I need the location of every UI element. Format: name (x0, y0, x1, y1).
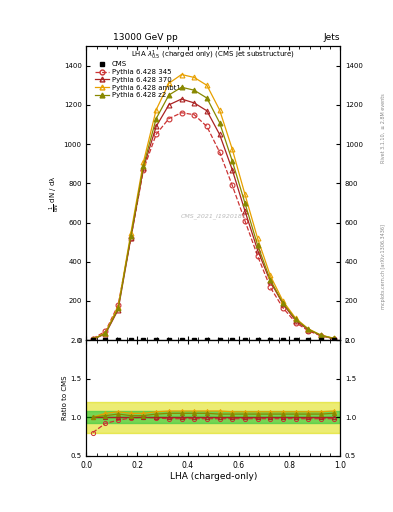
Y-axis label: Ratio to CMS: Ratio to CMS (62, 376, 68, 420)
Text: mcplots.cern.ch [arXiv:1306.3436]: mcplots.cern.ch [arXiv:1306.3436] (381, 224, 386, 309)
Text: Rivet 3.1.10,  ≥ 2.8M events: Rivet 3.1.10, ≥ 2.8M events (381, 93, 386, 163)
Text: Jets: Jets (323, 33, 340, 42)
X-axis label: LHA (charged-only): LHA (charged-only) (169, 472, 257, 481)
Y-axis label: $\mathregular{\frac{1}{\mathrm{d}N}\ \mathrm{d}N\ /\ \mathrm{d}\lambda}$: $\mathregular{\frac{1}{\mathrm{d}N}\ \ma… (48, 175, 62, 211)
Text: CMS_2021_I1920187: CMS_2021_I1920187 (180, 214, 246, 220)
Text: LHA $\lambda^{1}_{0.5}$ (charged only) (CMS jet substructure): LHA $\lambda^{1}_{0.5}$ (charged only) (… (131, 49, 295, 62)
Text: 13000 GeV pp: 13000 GeV pp (113, 33, 178, 42)
Legend: CMS, Pythia 6.428 345, Pythia 6.428 370, Pythia 6.428 ambt1, Pythia 6.428 z2: CMS, Pythia 6.428 345, Pythia 6.428 370,… (95, 61, 180, 98)
